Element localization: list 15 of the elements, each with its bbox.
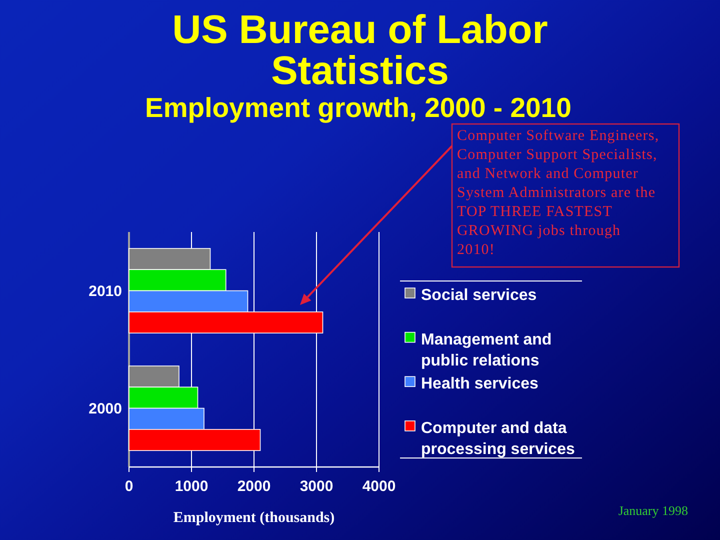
x-tick-label: 2000	[237, 478, 271, 495]
legend-label: Social services	[421, 287, 537, 304]
x-tick-label: 4000	[362, 478, 396, 495]
x-tick-label: 1000	[174, 478, 208, 495]
legend-label: Management and public relations	[421, 331, 552, 370]
chart-subtitle: Employment growth, 2000 - 2010	[145, 92, 572, 123]
y-tick-label: 2010	[88, 282, 122, 300]
chart-title: US Bureau of Labor Statistics	[172, 8, 548, 93]
x-tick-label: 0	[124, 478, 134, 495]
x-tick-label: 3000	[300, 478, 334, 495]
text: Computer Software Engineers, Computer Support Specialists, and Network and Computer System Administrators are the TOP THREE FASTEST GROWING jobs through 2010!	[457, 128, 660, 258]
legend-label: Health services	[421, 376, 539, 393]
text: January 1998	[618, 503, 688, 518]
legend-label: Computer and data processing services	[421, 420, 575, 458]
x-axis-title: Employment (thousands)	[173, 510, 335, 526]
